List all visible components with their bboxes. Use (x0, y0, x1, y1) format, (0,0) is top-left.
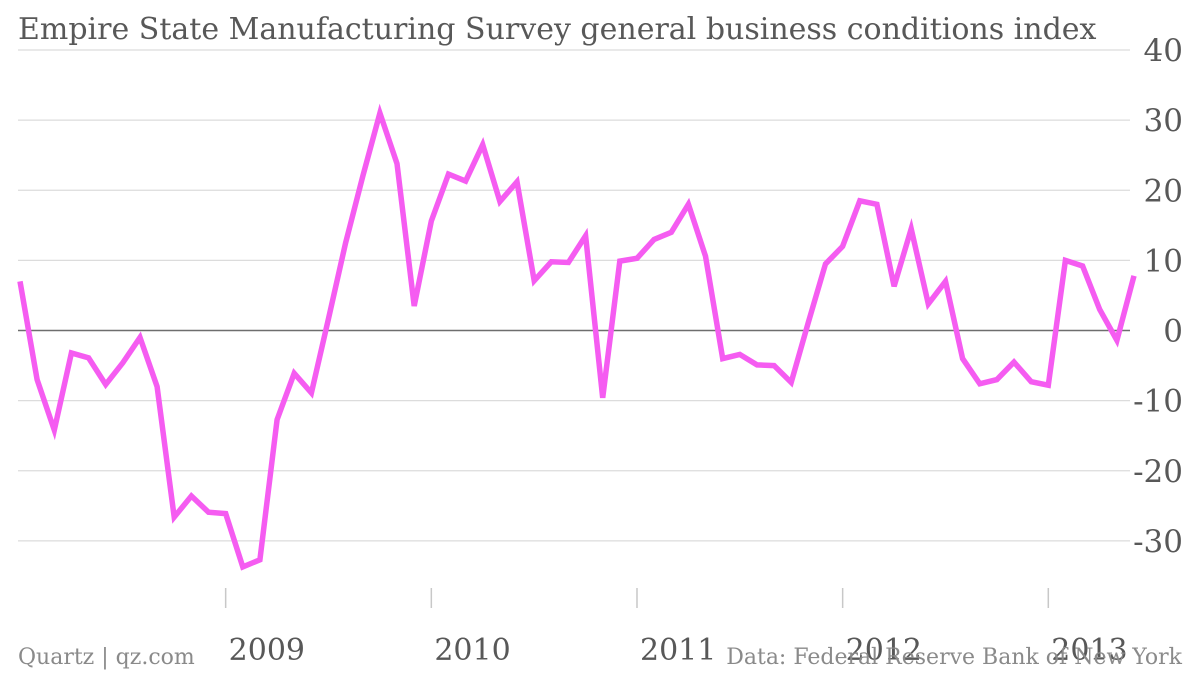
x-tick-label: 2012 (846, 633, 922, 668)
y-tick-label: -10 (1133, 384, 1183, 420)
y-tick-label: -20 (1133, 454, 1183, 490)
publisher-credit: Quartz | qz.com (18, 645, 195, 670)
series-line (17, 103, 1137, 571)
data-source: Data: Federal Reserve Bank of New York (726, 645, 1182, 670)
series-layer (17, 103, 1137, 571)
x-tick-label: 2009 (229, 633, 305, 668)
x-tick-label: 2013 (1051, 633, 1127, 668)
y-tick-label: 40 (1144, 33, 1183, 69)
x-tick-label: 2011 (640, 633, 716, 668)
y-tick-label: 0 (1163, 314, 1183, 350)
chart-title: Empire State Manufacturing Survey genera… (18, 12, 1097, 47)
y-axis-ticks: 40 30 20 10 0 -10 -20 -30 (1133, 33, 1183, 560)
gridlines (18, 49, 1130, 542)
y-tick-label: 30 (1144, 103, 1183, 139)
y-tick-label: 10 (1144, 243, 1183, 279)
y-tick-label: 20 (1144, 173, 1183, 209)
x-axis-ticks: 2009 2010 2011 2012 2013 (224, 588, 1128, 668)
y-tick-label: -30 (1133, 524, 1183, 560)
x-tick-label: 2010 (434, 633, 510, 668)
